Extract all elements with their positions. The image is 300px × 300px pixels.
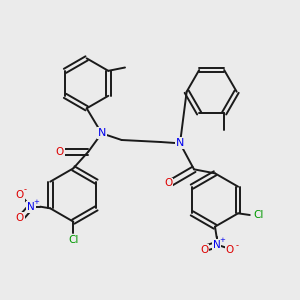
Text: Cl: Cl [68, 235, 79, 245]
Text: -: - [235, 241, 238, 250]
Text: N: N [27, 202, 35, 212]
Text: O: O [56, 147, 64, 157]
Text: O: O [226, 245, 234, 255]
Text: Cl: Cl [253, 210, 263, 220]
Text: O: O [16, 213, 24, 223]
Text: +: + [33, 199, 39, 205]
Text: -: - [24, 185, 27, 194]
Text: N: N [213, 240, 220, 250]
Text: N: N [98, 128, 106, 138]
Text: N: N [176, 138, 184, 148]
Text: O: O [16, 190, 24, 200]
Text: +: + [219, 237, 225, 243]
Text: O: O [164, 178, 172, 188]
Text: O: O [200, 245, 208, 255]
